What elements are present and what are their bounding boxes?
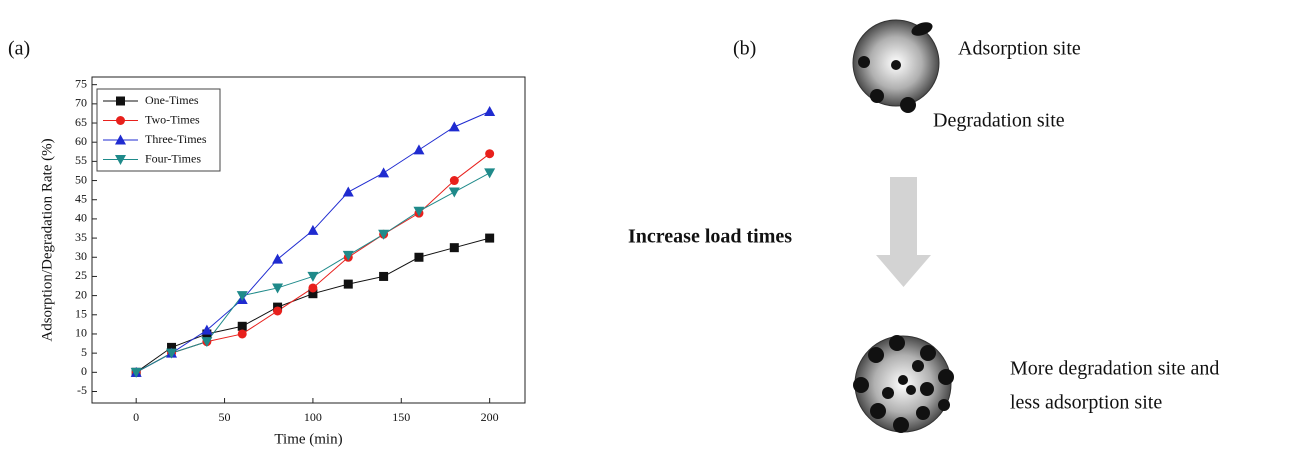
y-tick-label: 35 (75, 230, 87, 244)
legend-label: Four-Times (145, 151, 201, 165)
y-tick-label: 45 (75, 191, 87, 205)
y-tick-label: 10 (75, 326, 87, 340)
marker (237, 329, 247, 339)
x-tick-label: 0 (133, 410, 139, 424)
marker (448, 121, 460, 132)
marker (378, 167, 390, 178)
y-tick-label: 30 (75, 249, 87, 263)
marker (273, 306, 283, 316)
marker (342, 250, 354, 261)
x-tick-label: 100 (304, 410, 322, 424)
annotation: Adsorption site (958, 38, 1081, 60)
legend-marker (116, 96, 125, 106)
marker (307, 224, 319, 235)
marker (414, 252, 424, 262)
marker (379, 271, 389, 281)
y-tick-label: 65 (75, 115, 87, 129)
diagram: Adsorption site Degradation site Increas… (628, 19, 1219, 433)
arrow (890, 177, 917, 256)
y-tick-label: 70 (75, 96, 87, 110)
y-tick-label: 60 (75, 134, 87, 148)
site-dot (900, 97, 916, 113)
series-line (135, 153, 490, 373)
y-tick-label: 15 (75, 307, 87, 321)
marker (167, 342, 177, 352)
marker (449, 243, 459, 253)
site-dot (858, 56, 870, 68)
y-tick-label: 20 (75, 287, 87, 301)
marker (449, 176, 459, 186)
site-dots (853, 335, 954, 433)
marker (485, 233, 495, 243)
marker (343, 279, 353, 289)
marker (307, 271, 319, 282)
y-tick-label: 75 (75, 76, 87, 90)
y-tick-label: 50 (75, 172, 87, 186)
site-dot (870, 89, 884, 103)
legend-marker (115, 134, 126, 145)
legend-marker (115, 155, 126, 165)
marker (485, 149, 495, 159)
y-tick-label: 5 (81, 345, 87, 359)
marker (484, 106, 496, 117)
x-tick-label: 200 (481, 410, 499, 424)
annotation: Degradation site (933, 110, 1065, 132)
x-tick-label: 150 (392, 410, 410, 424)
series-line (135, 237, 490, 373)
legend-label: Two-Times (145, 112, 200, 126)
marker (484, 168, 496, 179)
y-tick-label: 0 (81, 364, 87, 378)
marker (413, 144, 425, 155)
marker (130, 367, 142, 378)
marker (308, 283, 318, 293)
marker (272, 283, 284, 294)
annotation: Increase load times (628, 226, 792, 248)
legend-label: Three-Times (145, 132, 207, 146)
plot-frame (91, 76, 526, 404)
line-chart: -5 0 5 10 15 20 25 30 35 40 45 50 55 60 65 70 75 0 50 100 15… (39, 76, 526, 447)
y-tick-label: 25 (75, 268, 87, 282)
marker (201, 324, 213, 335)
y-axis-title: Adsorption/Degradation Rate (%) (39, 138, 55, 341)
annotation: less adsorption site (1010, 392, 1162, 414)
marker (378, 229, 390, 240)
site-dot (891, 60, 901, 70)
marker (201, 337, 213, 348)
marker (342, 186, 354, 197)
y-tick-label: 40 (75, 211, 87, 225)
legend-label: One-Times (145, 93, 199, 107)
marker (448, 187, 460, 198)
marker (237, 321, 247, 331)
marker (413, 206, 425, 217)
marker (236, 291, 248, 302)
legend: One-Times Two-Times Three-Times Four-Times (96, 88, 221, 172)
arrow (876, 255, 931, 287)
marker (272, 253, 284, 264)
y-tick-label: -5 (77, 383, 87, 397)
y-tick-label: 55 (75, 153, 87, 167)
marker (308, 289, 318, 299)
site-dot (911, 22, 933, 36)
x-tick-label: 50 (219, 410, 231, 424)
marker (166, 348, 178, 359)
legend-marker (116, 116, 125, 125)
panel-label: (b) (733, 38, 756, 60)
annotation: More degradation site and (1010, 358, 1219, 380)
x-axis-title: Time (min) (274, 431, 342, 447)
panel-label: (a) (8, 38, 30, 60)
